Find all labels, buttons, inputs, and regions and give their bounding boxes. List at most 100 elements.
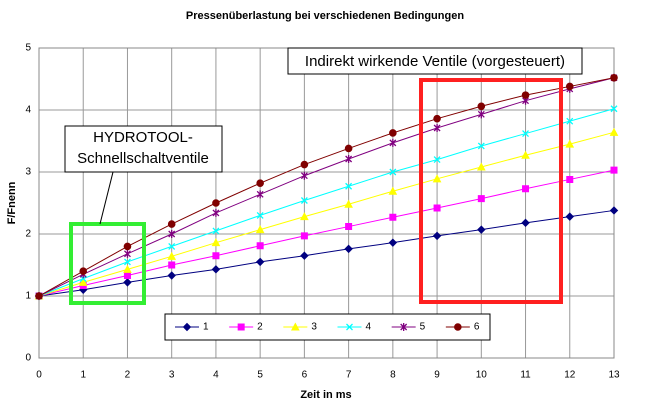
annotation: Schnellschaltventile [77,150,209,167]
marker [345,182,353,190]
marker [610,73,618,82]
marker [123,278,132,287]
marker [256,190,264,199]
marker [211,265,221,274]
marker [255,257,265,267]
leader-line [99,171,114,225]
marker [388,238,398,247]
marker [344,199,353,208]
legend-label: 3 [311,322,317,333]
x-tick-label: 4 [213,370,219,381]
marker [167,220,176,228]
legend-label: 6 [474,322,480,333]
x-tick-label: 9 [434,370,440,381]
y-tick-label: 2 [25,229,31,240]
x-tick-label: 10 [476,370,488,381]
x-tick-label: 13 [608,370,620,381]
marker [255,225,265,234]
y-tick-label: 3 [25,167,31,178]
marker [168,242,176,250]
annotation-box [64,125,223,173]
marker [610,105,618,113]
marker [345,223,353,231]
marker [124,258,131,266]
marker [256,179,264,187]
marker [79,267,88,276]
marker [211,238,221,247]
x-tick-label: 7 [346,370,352,381]
marker [477,102,486,111]
x-tick-label: 8 [390,370,396,381]
legend-items: 1 2 3 4 5 6 [175,322,480,333]
series-line [38,108,615,297]
x-tick-label: 6 [302,370,308,381]
marker [123,264,132,273]
marker [522,130,529,138]
marker [521,150,530,159]
marker [123,242,132,251]
legend-label: 1 [203,322,209,333]
marker [433,123,441,132]
legend-label: 5 [420,322,426,333]
marker [256,211,264,219]
marker [124,249,131,258]
series-line [38,169,615,297]
marker [212,199,220,207]
marker [389,138,397,147]
marker [432,231,442,241]
legend-label: 2 [257,322,263,333]
x-tick-label: 12 [564,370,576,381]
marker [290,322,300,331]
marker [609,206,619,215]
marker [476,162,486,171]
marker [78,277,88,286]
marker [300,171,308,180]
marker [454,323,462,331]
marker [167,271,176,280]
marker [477,195,485,203]
legend-label: 4 [366,322,372,333]
marker [566,175,574,183]
marker [477,142,485,150]
y-tick-label: 4 [25,105,31,116]
marker [212,227,220,235]
series-line [38,131,615,297]
series-line [38,209,615,297]
marker [35,292,43,300]
legend [164,313,491,341]
marker [565,82,574,91]
marker [389,213,397,221]
marker [432,174,442,183]
series-line [38,77,615,297]
x-tick-label: 2 [125,370,131,381]
x-tick-label: 0 [36,370,42,381]
marker [237,323,245,331]
marker [344,244,353,254]
x-tick-label: 5 [257,370,263,381]
x-axis-label: Zeit in ms [300,389,351,401]
marker [182,322,192,332]
y-tick-label: 1 [25,291,31,302]
marker [345,154,353,163]
x-tick-label: 3 [169,370,175,381]
chart-title: Pressenüberlastung bei verschiedenen Bed… [186,10,464,22]
annotation: HYDROTOOL- [93,129,193,146]
marker [168,261,176,269]
annotation: Indirekt wirkende Ventile (vorgesteuert) [305,53,565,70]
marker [212,252,220,260]
marker [566,117,574,125]
marker [123,272,131,280]
x-tick-label: 1 [80,370,86,381]
marker [609,127,619,136]
marker [610,166,618,174]
marker [212,208,220,217]
marker [388,186,398,195]
marker [521,91,530,99]
marker [521,218,530,228]
marker [300,251,309,260]
marker [477,110,485,119]
marker [565,212,574,221]
marker [565,139,575,148]
